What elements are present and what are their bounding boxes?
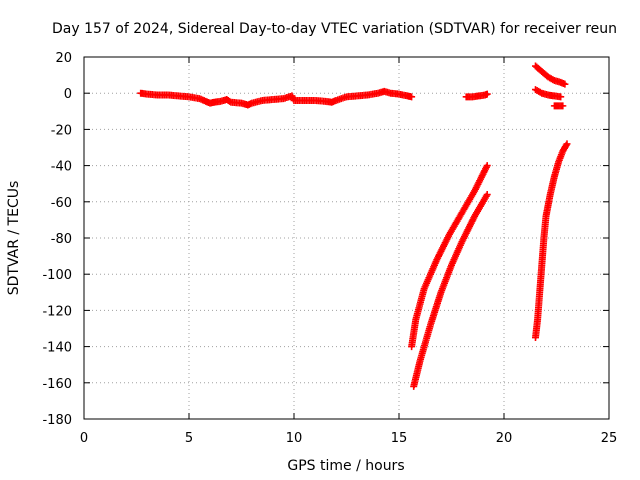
y-tick-label: -60 <box>51 196 72 211</box>
x-tick-label: 25 <box>601 431 618 446</box>
data-point <box>561 80 569 88</box>
data-point <box>483 191 491 199</box>
y-tick-label: -140 <box>42 341 72 356</box>
y-tick-label: 0 <box>64 87 72 102</box>
y-tick-label: 20 <box>55 51 72 66</box>
series-late-arc-middle <box>532 86 565 101</box>
x-tick-label: 0 <box>80 431 88 446</box>
series-late-arc-lower <box>550 102 567 110</box>
y-tick-label: -100 <box>42 268 72 283</box>
data-point <box>563 140 571 148</box>
series-late-arc-upper <box>532 62 569 88</box>
y-tick-labels: 20 0 -20 -40 -60 -80 -100 -120 -140 -160 -180 <box>42 51 72 428</box>
x-tick-label: 20 <box>496 431 513 446</box>
y-tick-label: -80 <box>51 232 72 247</box>
data-point <box>408 93 416 101</box>
data-point <box>557 93 565 101</box>
x-tick-labels: 0 5 10 15 20 25 <box>80 431 617 446</box>
series-main-band <box>137 87 416 109</box>
y-axis-label: SDTVAR / TECUs <box>6 181 22 296</box>
data-point <box>559 102 567 110</box>
plot-frame <box>83 56 610 420</box>
x-axis-label: GPS time / hours <box>287 458 404 474</box>
y-tick-label: -40 <box>51 160 72 175</box>
data-point <box>562 141 570 149</box>
data-point <box>483 162 491 170</box>
series-descending-arc-1 <box>408 162 491 351</box>
data-point <box>483 90 491 98</box>
data-points <box>137 62 571 390</box>
x-tick-label: 10 <box>286 431 303 446</box>
series-short-segment <box>462 90 491 101</box>
y-tick-label: -160 <box>42 377 72 392</box>
series-descending-arc-2 <box>410 191 491 390</box>
y-tick-label: -120 <box>42 304 72 319</box>
data-point <box>226 97 234 105</box>
x-tick-label: 15 <box>391 431 408 446</box>
y-tick-label: -20 <box>51 123 72 138</box>
grid <box>84 57 609 419</box>
x-tick-label: 5 <box>185 431 193 446</box>
series-steep-arc <box>532 140 571 342</box>
chart-title: Day 157 of 2024, Sidereal Day-to-day VTE… <box>52 21 617 37</box>
axis-ticks <box>83 56 610 420</box>
y-tick-label: -180 <box>42 413 72 428</box>
